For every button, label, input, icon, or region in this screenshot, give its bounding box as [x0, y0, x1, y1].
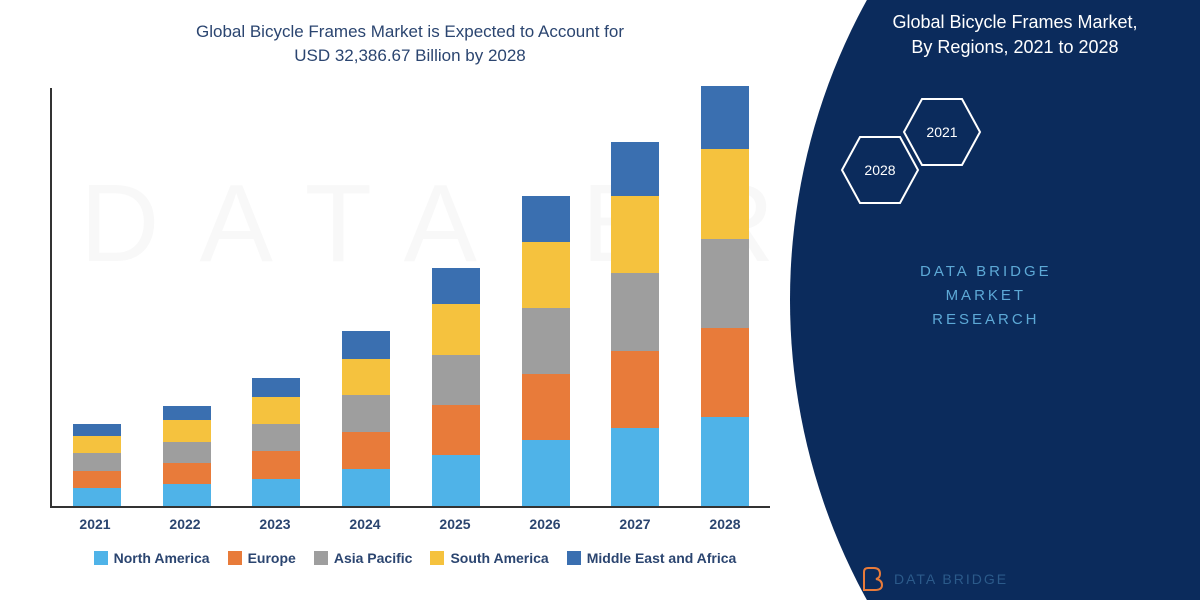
legend-swatch: [94, 551, 108, 565]
x-axis-label: 2028: [701, 516, 749, 532]
bar-segment: [252, 451, 300, 478]
legend-swatch: [430, 551, 444, 565]
legend-label: Middle East and Africa: [587, 550, 737, 566]
legend-item: Middle East and Africa: [567, 550, 737, 566]
bar-segment: [522, 242, 570, 308]
bar-segment: [522, 374, 570, 440]
bar-segment: [611, 196, 659, 273]
x-axis-label: 2024: [341, 516, 389, 532]
bar-segment: [432, 455, 480, 505]
x-axis-label: 2021: [71, 516, 119, 532]
right-panel: Global Bicycle Frames Market, By Regions…: [790, 0, 1200, 600]
chart-title-line1: Global Bicycle Frames Market is Expected…: [196, 22, 624, 41]
brand-logo-icon: [860, 566, 886, 592]
bar-2021: [73, 424, 121, 505]
legend-label: Asia Pacific: [334, 550, 413, 566]
bar-segment: [701, 417, 749, 506]
bar-segment: [342, 395, 390, 432]
legend-swatch: [567, 551, 581, 565]
bar-segment: [342, 359, 390, 396]
hex-2021: 2021: [902, 97, 982, 167]
bar-2025: [432, 268, 480, 506]
chart-title: Global Bicycle Frames Market is Expected…: [40, 20, 780, 68]
bar-segment: [611, 351, 659, 428]
bar-segment: [522, 440, 570, 506]
bar-segment: [73, 453, 121, 470]
right-panel-title: Global Bicycle Frames Market, By Regions…: [850, 10, 1180, 60]
bar-2026: [522, 196, 570, 506]
legend-item: Asia Pacific: [314, 550, 413, 566]
bar-segment: [611, 428, 659, 505]
bar-segment: [432, 355, 480, 405]
bar-segment: [342, 331, 390, 358]
bar-segment: [73, 471, 121, 488]
bar-segment: [252, 479, 300, 506]
bar-2027: [611, 142, 659, 506]
bar-segment: [163, 406, 211, 421]
brand-line3: RESEARCH: [932, 311, 1039, 328]
legend-swatch: [228, 551, 242, 565]
brand-line2: MARKET: [946, 287, 1027, 304]
x-axis-label: 2023: [251, 516, 299, 532]
bar-segment: [163, 463, 211, 484]
bars-wrap: [52, 88, 770, 506]
x-axis-label: 2027: [611, 516, 659, 532]
legend-item: South America: [430, 550, 548, 566]
legend-swatch: [314, 551, 328, 565]
bar-segment: [163, 420, 211, 441]
bar-segment: [252, 424, 300, 451]
bar-segment: [342, 469, 390, 506]
bar-segment: [432, 304, 480, 354]
hex-2028-label: 2028: [864, 162, 895, 178]
bar-segment: [701, 86, 749, 150]
bar-2024: [342, 331, 390, 505]
legend-label: North America: [114, 550, 210, 566]
bar-segment: [342, 432, 390, 469]
bar-2028: [701, 86, 749, 506]
legend-label: Europe: [248, 550, 296, 566]
hex-2021-label: 2021: [926, 124, 957, 140]
bar-segment: [701, 149, 749, 238]
legend-item: Europe: [228, 550, 296, 566]
bar-segment: [701, 328, 749, 417]
brand-footer-text: DATA BRIDGE: [894, 571, 1008, 587]
legend-item: North America: [94, 550, 210, 566]
main-container: DATA BRIDGE Global Bicycle Frames Market…: [0, 0, 1200, 600]
bar-segment: [163, 484, 211, 505]
bar-segment: [522, 308, 570, 374]
bar-2022: [163, 406, 211, 506]
bar-segment: [522, 196, 570, 242]
brand-text: DATA BRIDGE MARKET RESEARCH: [920, 260, 1052, 332]
chart-title-line2: USD 32,386.67 Billion by 2028: [294, 46, 526, 65]
bar-segment: [432, 405, 480, 455]
bar-segment: [163, 442, 211, 463]
bar-segment: [252, 378, 300, 397]
x-axis-labels: 2021 2022 2023 2024 2025 2026 2027 2028: [50, 516, 770, 532]
right-title-line1: Global Bicycle Frames Market,: [892, 12, 1137, 32]
bar-2023: [252, 378, 300, 506]
brand-footer: DATA BRIDGE: [860, 566, 1008, 592]
bar-segment: [611, 273, 659, 350]
right-title-line2: By Regions, 2021 to 2028: [911, 37, 1118, 57]
bar-segment: [252, 397, 300, 424]
x-axis-label: 2022: [161, 516, 209, 532]
chart-plot-area: [50, 88, 770, 508]
legend-label: South America: [450, 550, 548, 566]
bar-segment: [73, 424, 121, 436]
bar-segment: [432, 268, 480, 305]
brand-line1: DATA BRIDGE: [920, 263, 1052, 280]
legend: North America Europe Asia Pacific South Ame…: [50, 550, 780, 566]
bar-segment: [73, 436, 121, 453]
bar-segment: [73, 488, 121, 505]
bar-segment: [701, 239, 749, 328]
bar-segment: [611, 142, 659, 196]
x-axis-label: 2026: [521, 516, 569, 532]
x-axis-label: 2025: [431, 516, 479, 532]
chart-section: DATA BRIDGE Global Bicycle Frames Market…: [0, 0, 790, 600]
